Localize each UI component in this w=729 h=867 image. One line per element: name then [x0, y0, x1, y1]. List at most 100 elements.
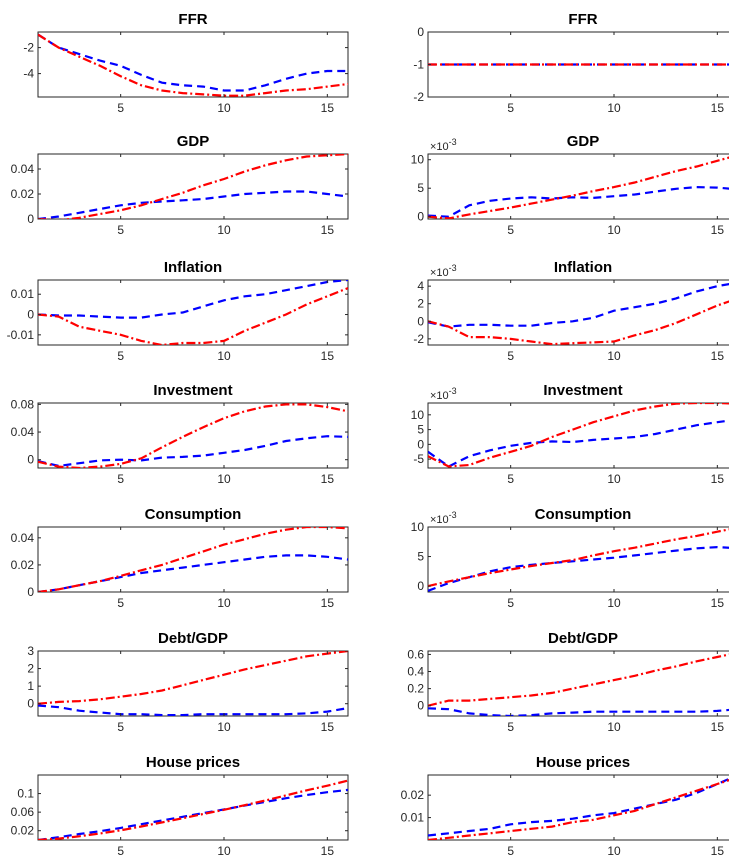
- x-tick-label: 10: [217, 472, 231, 486]
- panel-title: GDP: [177, 133, 210, 150]
- x-tick-label: 10: [607, 720, 621, 734]
- axis-multiplier: ×10-3: [430, 510, 457, 526]
- y-tick-label: -0.01: [7, 328, 35, 342]
- series-line-red: [38, 779, 348, 840]
- series-line-red: [428, 778, 729, 840]
- axis-multiplier: ×10-3: [430, 137, 457, 153]
- panel-5: 5 10 15 0.01 0 -0.01 Inflation: [7, 259, 349, 363]
- y-tick-label: 0.01: [401, 811, 425, 825]
- x-tick-label: 15: [711, 223, 725, 237]
- x-tick-label: 10: [607, 349, 621, 363]
- y-tick-label: 0.1: [17, 787, 34, 801]
- plot-frame: [427, 774, 729, 841]
- panel-7: 5 10 15 0.08 0.04 0 Investment: [11, 382, 349, 486]
- panel-title: Debt/GDP: [158, 630, 228, 647]
- panel-title: Inflation: [164, 259, 222, 276]
- panel-2: 5 10 15 0 -1 -2 FFR: [413, 11, 729, 115]
- y-tick-label: 0.01: [11, 287, 35, 301]
- panel-title: Investment: [153, 382, 232, 399]
- x-tick-label: 15: [711, 472, 725, 486]
- panel-1: 5 10 15 -2 -4 FFR: [23, 11, 349, 115]
- plot-frame: [37, 153, 349, 220]
- y-tick-label: 0.04: [11, 162, 35, 176]
- y-tick-label: 5: [417, 181, 424, 195]
- series-line-red: [38, 651, 348, 705]
- panel-title: Consumption: [535, 506, 632, 523]
- x-tick-label: 15: [321, 720, 335, 734]
- series-line-red: [38, 154, 348, 219]
- plot-frame: [427, 279, 729, 346]
- plot-frame: [37, 31, 349, 98]
- y-tick-label: 0.02: [11, 187, 35, 201]
- y-tick-label: -5: [413, 452, 424, 466]
- y-tick-label: -2: [413, 90, 424, 104]
- x-tick-label: 10: [217, 844, 231, 858]
- x-tick-label: 15: [711, 349, 725, 363]
- panel-title: FFR: [178, 11, 207, 28]
- y-tick-label: 5: [417, 423, 424, 437]
- panel-title: Investment: [543, 382, 622, 399]
- x-tick-label: 10: [217, 101, 231, 115]
- x-tick-label: 10: [607, 844, 621, 858]
- x-tick-label: 10: [217, 223, 231, 237]
- x-tick-label: 15: [321, 349, 335, 363]
- series-line-blue: [428, 777, 729, 837]
- panel-14: 5 10 15 0.02 0.01 House prices: [401, 754, 729, 858]
- x-tick-label: 5: [507, 720, 514, 734]
- x-tick-label: 5: [507, 349, 514, 363]
- x-tick-label: 5: [117, 349, 124, 363]
- plot-frame: [37, 774, 349, 841]
- y-tick-label: 0: [417, 437, 424, 451]
- plot-frame: [37, 526, 349, 593]
- x-tick-label: 15: [711, 596, 725, 610]
- y-tick-label: 0.02: [11, 824, 35, 838]
- x-tick-label: 10: [217, 720, 231, 734]
- y-tick-label: 2: [27, 662, 34, 676]
- panel-title: Inflation: [554, 259, 612, 276]
- panel-title: Debt/GDP: [548, 630, 618, 647]
- x-tick-label: 5: [117, 472, 124, 486]
- y-tick-label: 1: [27, 679, 34, 693]
- y-tick-label: -2: [413, 332, 424, 346]
- panel-13: 5 10 15 0.1 0.06 0.02 House prices: [11, 754, 349, 858]
- y-tick-label: -1: [413, 58, 424, 72]
- x-tick-label: 15: [321, 596, 335, 610]
- x-tick-label: 5: [507, 101, 514, 115]
- x-tick-label: 5: [507, 472, 514, 486]
- series-line-blue: [38, 190, 348, 219]
- series-line-red: [428, 156, 729, 219]
- x-tick-label: 15: [321, 472, 335, 486]
- y-tick-label: 0.6: [407, 647, 424, 661]
- y-tick-label: 10: [411, 520, 425, 534]
- y-tick-label: 0: [417, 579, 424, 593]
- series-line-red: [38, 403, 348, 468]
- y-tick-label: 0: [417, 699, 424, 713]
- plot-frame: [427, 526, 729, 593]
- y-tick-label: 0: [27, 697, 34, 711]
- y-tick-label: 0.02: [401, 788, 425, 802]
- series-line-blue: [428, 185, 729, 218]
- series-line-blue: [38, 788, 348, 840]
- y-tick-label: 0.08: [11, 397, 35, 411]
- plot-frame: [37, 402, 349, 469]
- panel-10: 5 10 15 10 5 0 Consumption ×10-3: [411, 506, 729, 610]
- series-line-red: [428, 300, 729, 345]
- x-tick-label: 5: [117, 223, 124, 237]
- y-tick-label: 0: [27, 585, 34, 599]
- x-tick-label: 15: [711, 101, 725, 115]
- panel-title: House prices: [536, 754, 630, 771]
- y-tick-label: 0.04: [11, 531, 35, 545]
- series-line-blue: [428, 283, 729, 328]
- x-tick-label: 10: [607, 223, 621, 237]
- y-tick-label: 4: [417, 279, 424, 293]
- y-tick-label: 0.04: [11, 425, 35, 439]
- panel-3: 5 10 15 0 0.02 0.04 GDP: [11, 133, 349, 237]
- series-line-blue: [38, 435, 348, 468]
- series-line-blue: [428, 419, 729, 468]
- x-tick-label: 5: [507, 596, 514, 610]
- y-tick-label: 0: [417, 210, 424, 224]
- x-tick-label: 15: [321, 223, 335, 237]
